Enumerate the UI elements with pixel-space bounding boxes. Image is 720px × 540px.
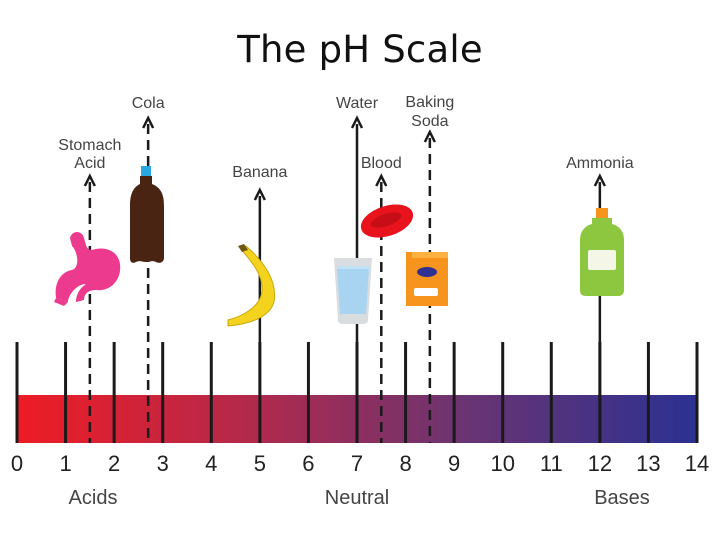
tick-label: 0 <box>11 451 23 476</box>
tick-label: 8 <box>399 451 411 476</box>
tick-label: 3 <box>157 451 169 476</box>
tick-label: 12 <box>588 451 612 476</box>
arrow-head-banana <box>253 187 266 201</box>
tick-label: 11 <box>540 451 563 476</box>
arrow-head-ammonia <box>593 173 606 187</box>
arrow-head-water <box>350 115 364 129</box>
arrow-head-blood <box>375 173 388 187</box>
baking-soda-box-icon <box>406 252 448 306</box>
acids-label: Acids <box>69 487 118 509</box>
neutral-label: Neutral <box>325 487 389 509</box>
item-label-baking: Soda <box>411 113 448 130</box>
cola-bottle-icon <box>130 166 164 263</box>
tick-label: 1 <box>59 451 71 476</box>
item-label-baking: Baking <box>405 94 454 111</box>
tick-label: 13 <box>636 451 660 476</box>
item-label-cola: Cola <box>132 95 165 112</box>
blood-cell-icon <box>360 204 414 238</box>
arrow-head-stomach <box>83 173 96 187</box>
tick-label: 2 <box>108 451 120 476</box>
tick-label: 7 <box>351 451 363 476</box>
item-label-banana: Banana <box>232 164 287 181</box>
tick-label: 9 <box>448 451 460 476</box>
ammonia-bottle-icon <box>580 208 624 296</box>
item-label-water: Water <box>336 95 379 112</box>
tick-label: 6 <box>302 451 314 476</box>
tick-label: 10 <box>490 451 514 476</box>
tick-labels: 0 1 2 3 4 5 6 7 8 9 10 11 12 13 14 <box>11 451 709 476</box>
arrow-head-baking <box>423 129 436 143</box>
water-glass-icon <box>334 258 372 324</box>
tick-label: 14 <box>685 451 709 476</box>
item-label-stomach: Stomach <box>58 137 121 154</box>
banana-icon <box>227 244 276 327</box>
item-label-stomach: Acid <box>74 155 105 172</box>
item-label-blood: Blood <box>361 155 402 172</box>
tick-label: 4 <box>205 451 217 476</box>
page-title: The pH Scale <box>237 28 483 71</box>
tick-label: 5 <box>254 451 266 476</box>
arrow-head-cola <box>142 115 155 129</box>
stomach-icon <box>54 232 121 306</box>
item-label-ammonia: Ammonia <box>566 155 634 172</box>
bases-label: Bases <box>594 487 650 509</box>
